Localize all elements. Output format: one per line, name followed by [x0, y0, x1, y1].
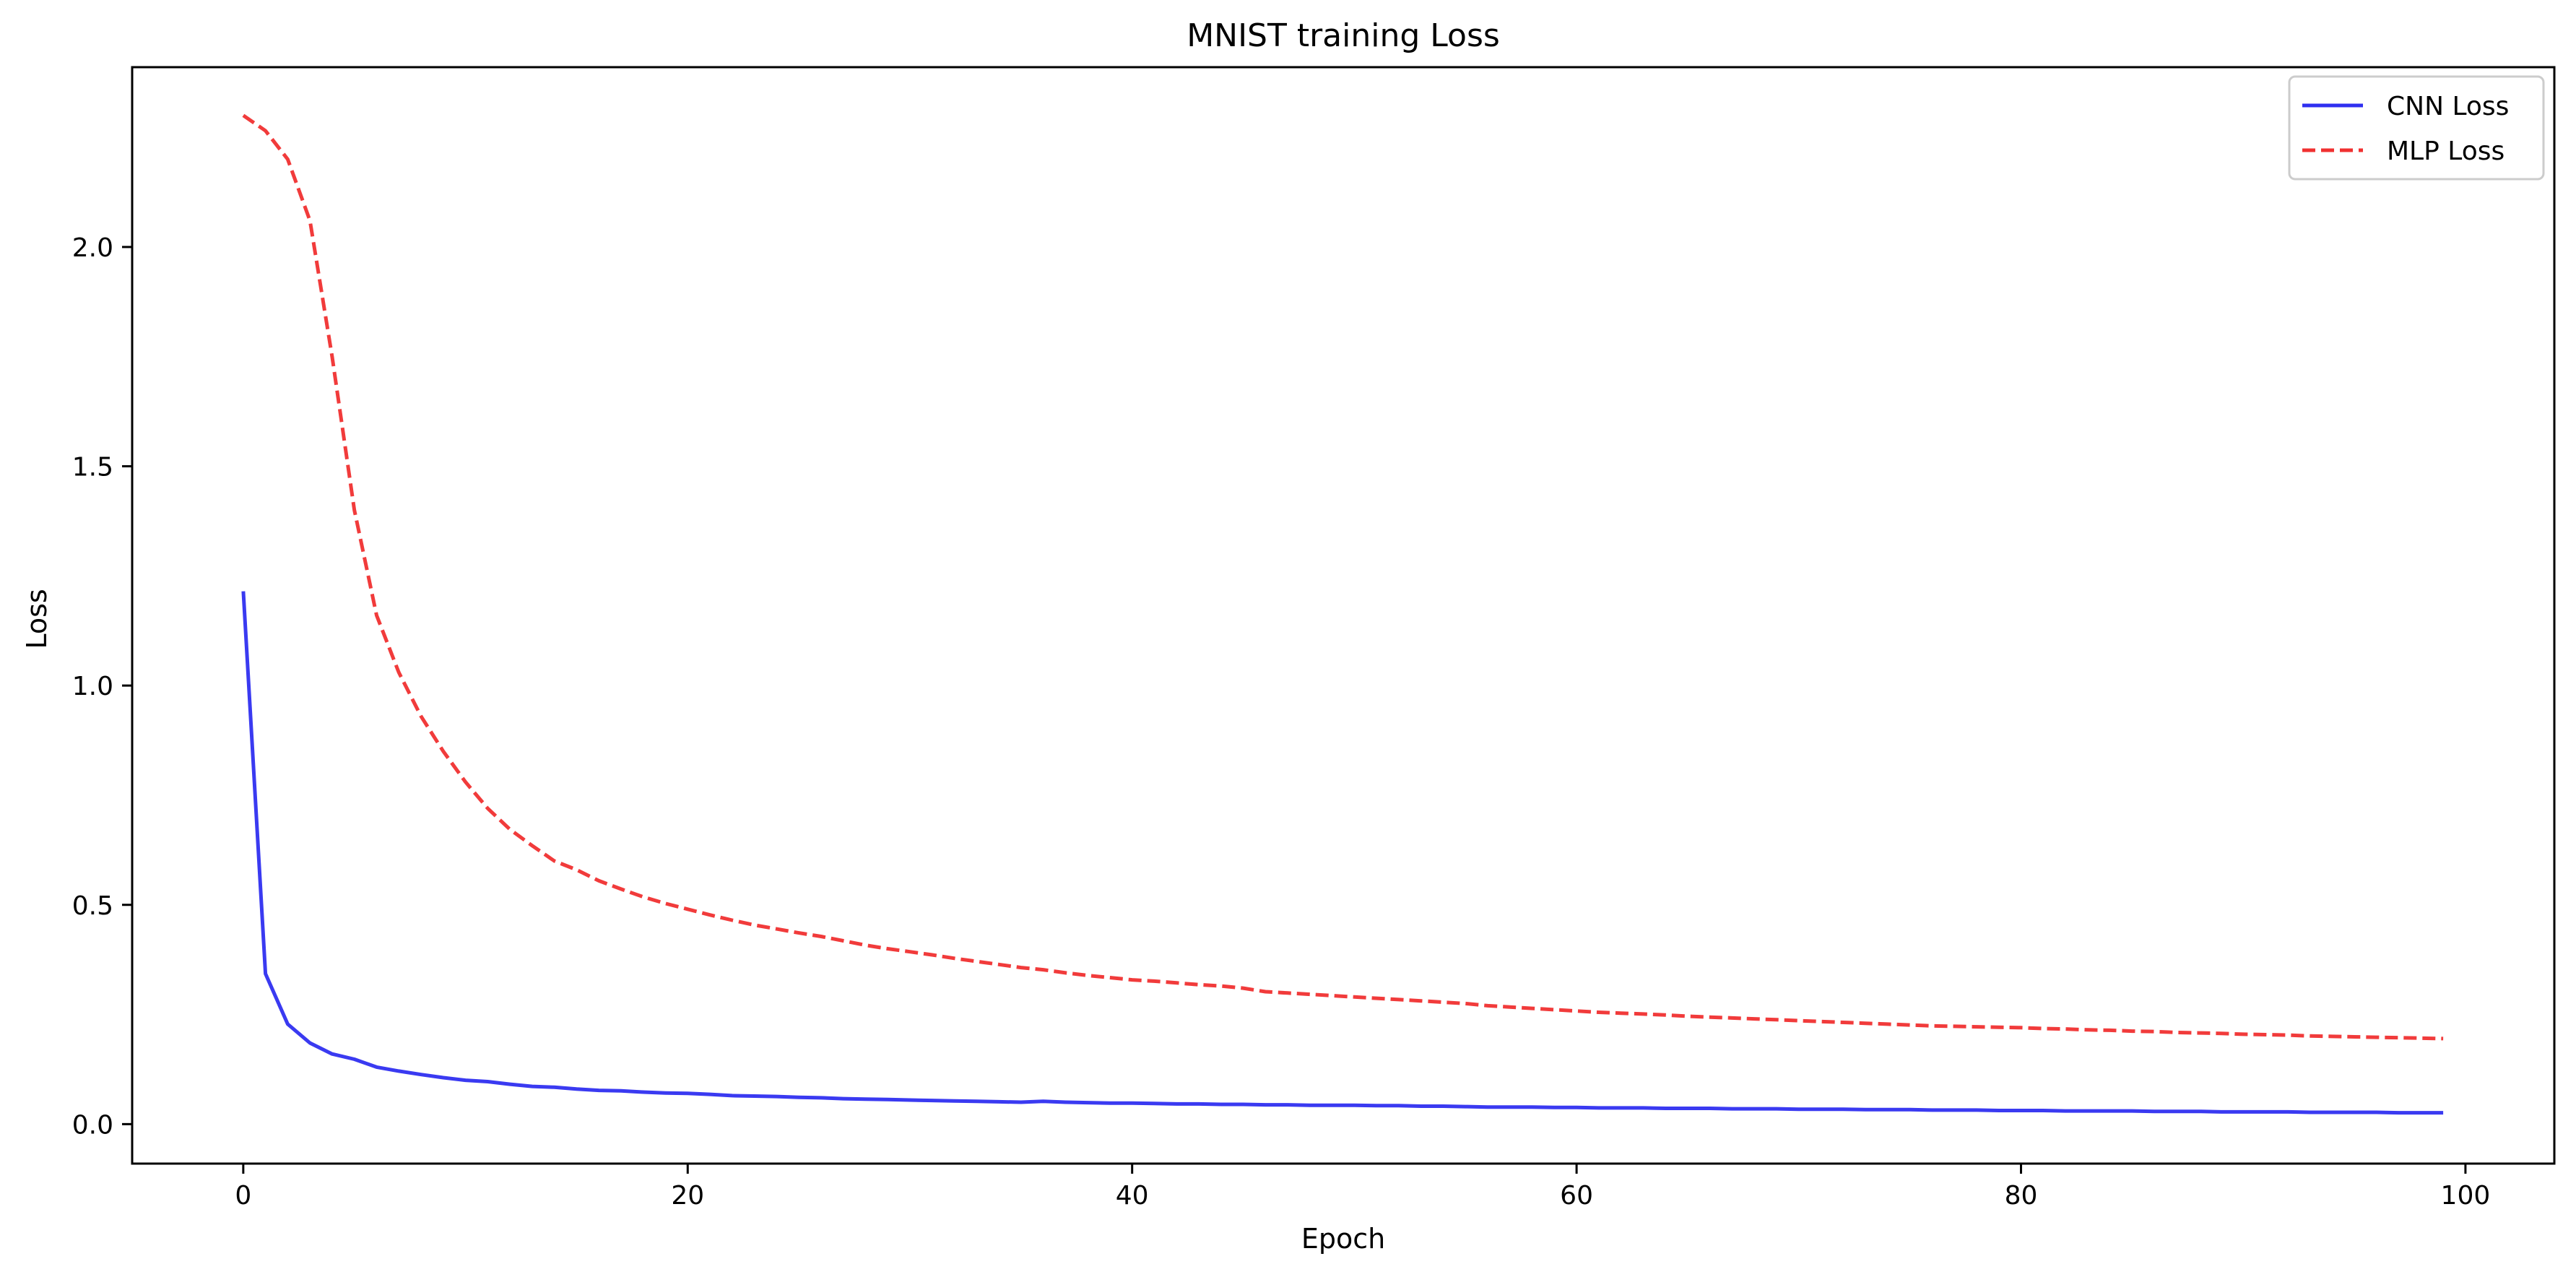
plot-area-frame — [131, 66, 2556, 1165]
x-tick-label: 20 — [671, 1181, 704, 1211]
x-tick-label: 0 — [235, 1181, 251, 1211]
y-axis-label: Loss — [21, 589, 53, 649]
y-tick-label: 1.0 — [72, 672, 113, 701]
series-line-cnn-loss — [241, 591, 2444, 1115]
series-line-mlp-loss — [242, 113, 2444, 1041]
series-layer — [241, 113, 2444, 1115]
chart-title: MNIST training Loss — [1187, 17, 1500, 54]
y-tick-label: 2.0 — [72, 233, 113, 263]
x-axis-ticks: 0 20 40 60 80 100 — [235, 1164, 2490, 1211]
legend-label-cnn-loss: CNN Loss — [2387, 92, 2509, 121]
x-tick-label: 80 — [2005, 1181, 2038, 1211]
x-tick-label: 40 — [1116, 1181, 1149, 1211]
y-tick-label: 0.5 — [72, 891, 113, 921]
y-tick-label: 0.0 — [72, 1110, 113, 1140]
legend: CNN Loss MLP Loss — [2288, 75, 2545, 181]
legend-box — [2288, 75, 2545, 181]
x-tick-label: 100 — [2441, 1181, 2491, 1211]
y-axis-ticks: 0.0 0.5 1.0 1.5 2.0 — [72, 233, 132, 1140]
x-axis-label: Epoch — [1301, 1223, 1385, 1255]
legend-label-mlp-loss: MLP Loss — [2387, 137, 2505, 166]
x-tick-label: 60 — [1560, 1181, 1593, 1211]
y-tick-label: 1.5 — [72, 453, 113, 482]
